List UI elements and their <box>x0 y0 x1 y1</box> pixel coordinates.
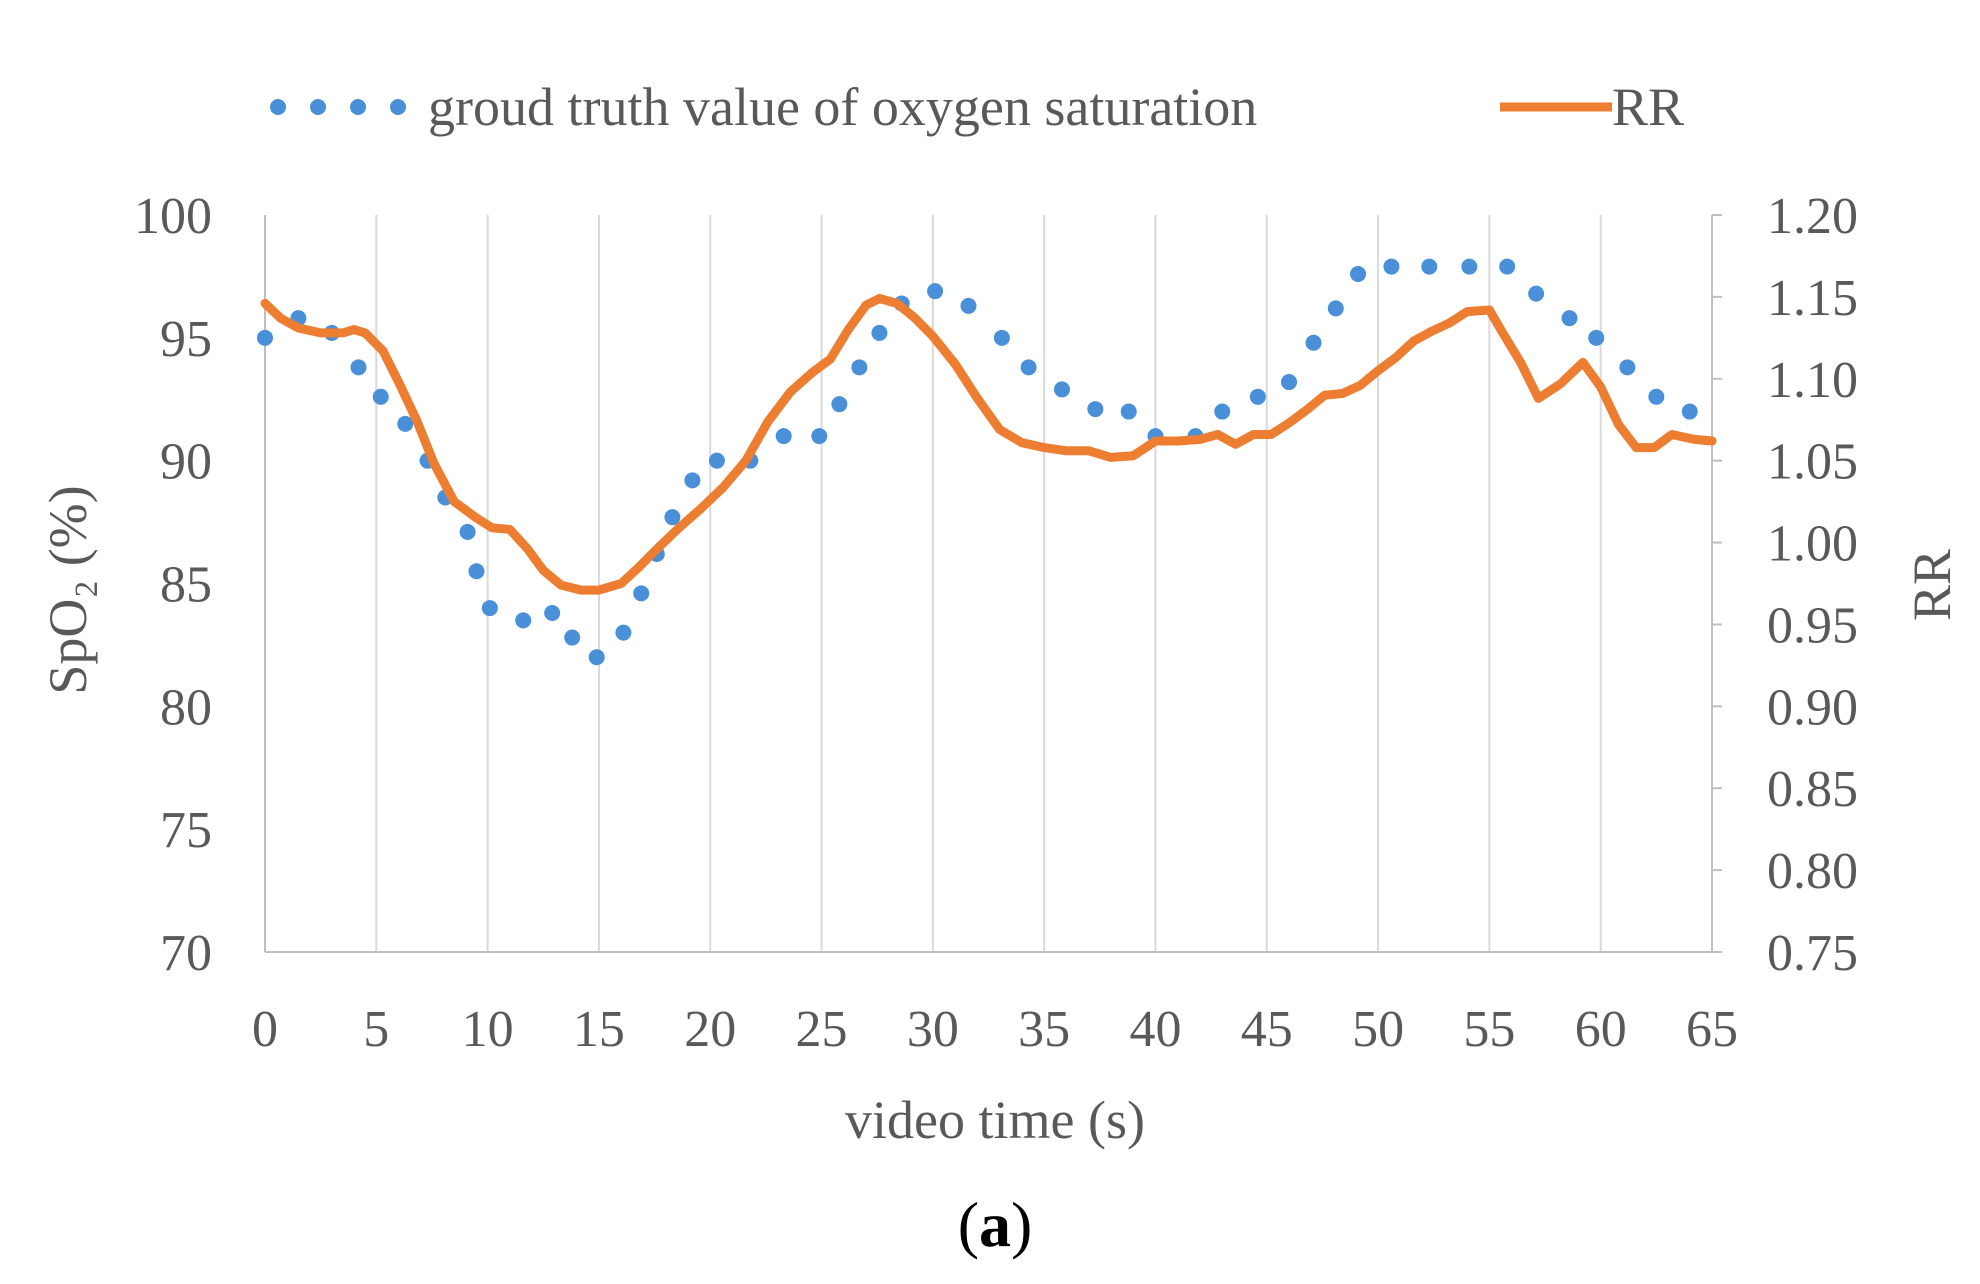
spo2-point <box>1327 300 1344 317</box>
legend-dot <box>270 99 286 115</box>
y-right-tick-1.10: 1.10 <box>1767 352 1858 409</box>
legend-dot <box>350 99 366 115</box>
spo2-point <box>468 563 485 580</box>
rr-line <box>260 294 1717 595</box>
spo2-point <box>1619 359 1636 376</box>
y-left-tick-75: 75 <box>160 802 212 859</box>
spo2-point <box>544 604 561 621</box>
y-right-tick-0.95: 0.95 <box>1767 597 1858 654</box>
spo2-point <box>1249 388 1266 405</box>
spo2-point <box>1305 334 1322 351</box>
spo2-point <box>871 324 888 341</box>
spo2-point <box>515 612 532 629</box>
y-left-tick-70: 70 <box>160 925 212 982</box>
y-right-axis-title: RR <box>1902 549 1962 621</box>
spo2-point <box>1588 329 1605 346</box>
x-tick-60: 60 <box>1575 1001 1627 1058</box>
y-left-tick-80: 80 <box>160 679 212 736</box>
y-right-tick-1.00: 1.00 <box>1767 516 1858 573</box>
panel-label-open: ( <box>958 1189 979 1260</box>
x-tick-65: 65 <box>1686 1001 1738 1058</box>
y-right-tick-1.05: 1.05 <box>1767 434 1858 491</box>
panel-label: (a) <box>958 1189 1033 1260</box>
y-left-tick-85: 85 <box>160 557 212 614</box>
legend-dot <box>390 99 406 115</box>
spo2-point <box>993 329 1010 346</box>
panel-label-close: ) <box>1011 1189 1032 1260</box>
spo2-point <box>1648 388 1665 405</box>
spo2-point <box>1120 403 1137 420</box>
spo2-point <box>811 428 828 445</box>
y-right-tick-1.20: 1.20 <box>1767 188 1858 245</box>
spo2-point <box>397 415 414 432</box>
spo2-point <box>1681 403 1698 420</box>
spo2-point <box>927 283 944 300</box>
spo2-point <box>633 585 650 602</box>
spo2-point <box>1561 310 1578 327</box>
x-tick-45: 45 <box>1241 1001 1293 1058</box>
spo2-point <box>1350 265 1367 282</box>
spo2-point <box>1461 258 1478 275</box>
x-tick-35: 35 <box>1018 1001 1070 1058</box>
spo2-point <box>960 297 977 314</box>
legend-label-spo2: groud truth value of oxygen saturation <box>428 77 1257 137</box>
series-spo2 <box>257 258 1698 666</box>
y-right-tick-1.15: 1.15 <box>1767 270 1858 327</box>
spo2-point <box>1087 401 1104 418</box>
spo2-point <box>775 428 792 445</box>
spo2-point <box>831 396 848 413</box>
y-right-tick-labels: 0.75 0.80 0.85 0.90 0.95 1.00 1.05 1.10 1.15 1.20 <box>1712 188 1858 982</box>
spo2-point <box>257 329 273 346</box>
spo2-point <box>588 649 605 666</box>
y-right-tick-0.90: 0.90 <box>1767 679 1858 736</box>
y-left-tick-90: 90 <box>160 434 212 491</box>
x-tick-labels: 0 5 10 15 20 25 30 35 40 45 50 55 60 65 <box>252 1001 1738 1058</box>
spo2-point <box>350 359 367 376</box>
x-tick-50: 50 <box>1352 1001 1404 1058</box>
legend: groud truth value of oxygen saturation R… <box>270 77 1684 137</box>
legend-marker-spo2 <box>270 99 406 115</box>
spo2-point <box>1053 381 1070 398</box>
x-tick-55: 55 <box>1463 1001 1515 1058</box>
spo2-point <box>615 624 632 641</box>
x-tick-5: 5 <box>363 1001 389 1058</box>
spo2-point <box>1421 258 1438 275</box>
series-rr <box>260 294 1717 595</box>
spo2-point <box>684 472 701 489</box>
spo2-point <box>1499 258 1516 275</box>
y-right-tick-0.75: 0.75 <box>1767 925 1858 982</box>
x-tick-25: 25 <box>796 1001 848 1058</box>
y-left-tick-95: 95 <box>160 311 212 368</box>
y-right-tick-0.80: 0.80 <box>1767 843 1858 900</box>
spo2-point <box>1528 285 1545 302</box>
spo2-point <box>564 629 581 646</box>
spo2-point <box>459 523 476 540</box>
spo2-point <box>1281 374 1298 391</box>
y-left-tick-labels: 70 75 80 85 90 95 100 <box>134 188 212 982</box>
spo2-point <box>664 509 681 526</box>
legend-dot <box>310 99 326 115</box>
x-tick-40: 40 <box>1129 1001 1181 1058</box>
spo2-point <box>708 452 725 469</box>
legend-label-rr: RR <box>1612 77 1684 137</box>
spo2-point <box>1020 359 1037 376</box>
spo2-point <box>481 600 498 617</box>
x-tick-10: 10 <box>462 1001 514 1058</box>
y-left-tick-100: 100 <box>134 188 212 245</box>
spo2-point <box>851 359 868 376</box>
y-left-axis-title: SpO₂ (%) <box>38 485 98 694</box>
x-tick-30: 30 <box>907 1001 959 1058</box>
spo2-point <box>1383 258 1400 275</box>
x-tick-15: 15 <box>573 1001 625 1058</box>
panel-label-letter: a <box>979 1189 1011 1260</box>
x-tick-20: 20 <box>684 1001 736 1058</box>
spo2-point <box>372 388 389 405</box>
y-right-tick-0.85: 0.85 <box>1767 761 1858 818</box>
x-tick-0: 0 <box>252 1001 278 1058</box>
gridlines <box>264 215 1713 952</box>
spo2-point <box>1214 403 1231 420</box>
x-axis-title: video time (s) <box>845 1090 1145 1150</box>
